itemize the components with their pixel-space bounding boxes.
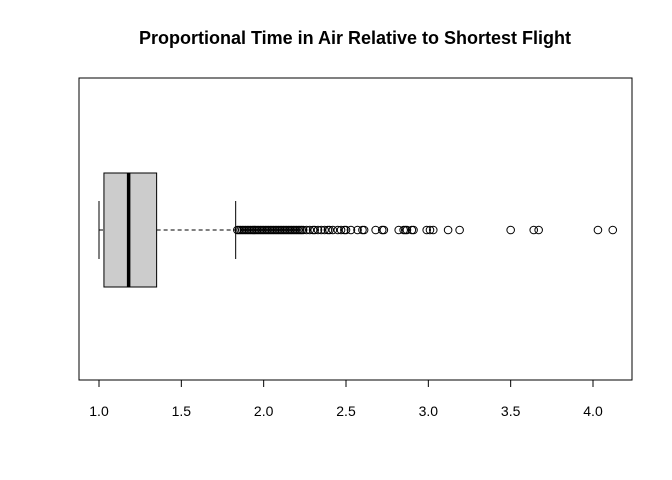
outlier-point: [333, 225, 343, 235]
outlier-point: [320, 225, 329, 235]
chart-title: Proportional Time in Air Relative to Sho…: [138, 28, 572, 48]
x-tick-label: 1.5: [172, 403, 192, 419]
outlier-point: [425, 225, 435, 235]
outlier-point: [305, 225, 315, 235]
outlier-point: [346, 225, 356, 235]
outlier-point: [359, 225, 369, 235]
outlier-point: [443, 225, 453, 235]
x-tick-label: 3.0: [419, 403, 439, 419]
outlier-point: [310, 225, 320, 235]
outlier-point: [402, 225, 412, 235]
outlier-point: [506, 225, 515, 235]
outlier-point: [371, 225, 380, 235]
plot-frame: [78, 77, 633, 381]
outlier-point: [608, 225, 618, 235]
outlier-point: [358, 225, 367, 235]
outlier-point: [455, 225, 464, 235]
outlier-point: [298, 225, 308, 235]
outlier-point: [394, 225, 403, 235]
x-tick-label: 2.5: [336, 403, 356, 419]
x-tick-label: 3.5: [501, 403, 521, 419]
outlier-point: [409, 225, 418, 235]
outlier-point: [302, 225, 311, 235]
outlier-point: [422, 225, 431, 235]
outlier-point: [353, 225, 362, 235]
outlier-point: [328, 225, 338, 235]
outlier-point: [379, 225, 389, 235]
outlier-point: [428, 225, 438, 235]
outlier-point: [325, 225, 334, 235]
x-tick-label: 2.0: [254, 403, 274, 419]
outlier-point: [341, 225, 351, 235]
outlier-point: [313, 225, 323, 235]
outlier-point: [534, 225, 543, 235]
outlier-point: [317, 225, 326, 235]
x-tick-label: 1.0: [89, 403, 109, 419]
outlier-point: [593, 225, 603, 235]
outlier-point: [336, 225, 346, 235]
outlier-point: [529, 225, 539, 235]
x-tick-label: 4.0: [583, 403, 603, 419]
